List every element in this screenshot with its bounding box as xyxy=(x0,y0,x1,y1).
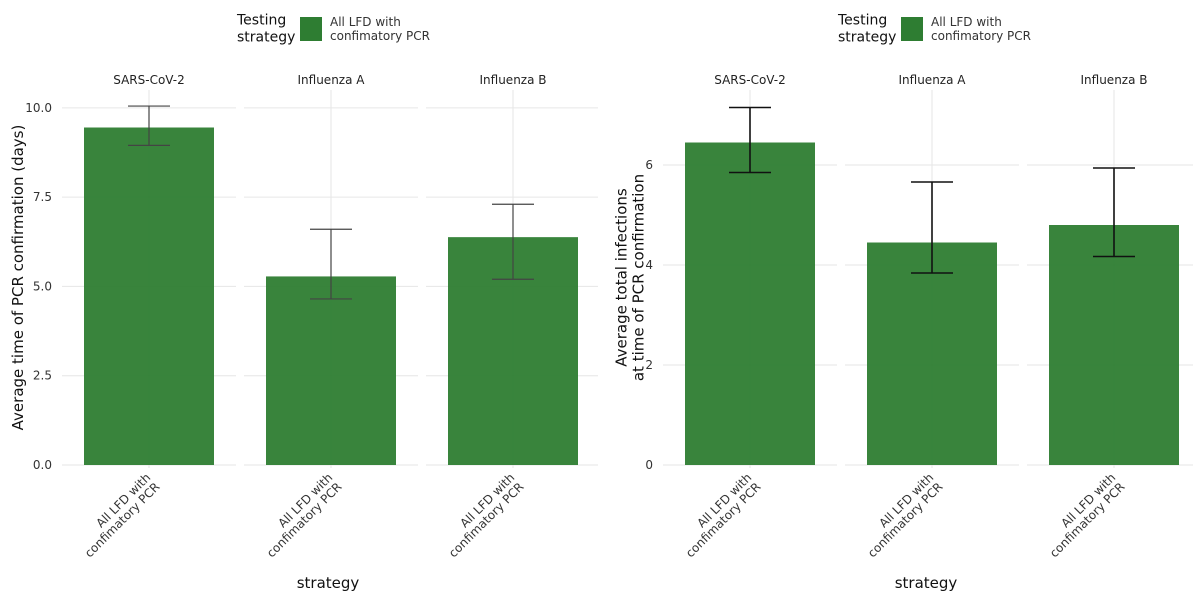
bar xyxy=(84,127,214,465)
facet-label: SARS-CoV-2 xyxy=(714,73,786,87)
bar xyxy=(1049,225,1179,465)
y-tick-label: 5.0 xyxy=(33,279,52,293)
y-tick-label: 2.5 xyxy=(33,368,52,382)
y-axis-title: Average time of PCR confirmation (days) xyxy=(9,125,27,431)
legend-label: All LFD with confimatory PCR xyxy=(931,15,1031,43)
legend-title: Testing strategy xyxy=(236,13,295,46)
x-tick-label: All LFD withconfimatory PCR xyxy=(72,470,162,560)
x-tick-label: All LFD withconfimatory PCR xyxy=(1037,470,1127,560)
x-tick-label: All LFD withconfimatory PCR xyxy=(855,470,945,560)
legend-swatch xyxy=(901,17,923,41)
error-bar xyxy=(1093,167,1135,258)
bar xyxy=(685,142,815,465)
x-tick-label: All LFD withconfimatory PCR xyxy=(673,470,763,560)
facet-label: Influenza A xyxy=(298,73,366,87)
facet-label: Influenza A xyxy=(899,73,967,87)
error-bar xyxy=(729,106,771,174)
facet-label: SARS-CoV-2 xyxy=(113,73,185,87)
facet-label: Influenza B xyxy=(1081,73,1148,87)
y-tick-label: 7.5 xyxy=(33,190,52,204)
y-tick-label: 2 xyxy=(645,358,653,372)
bar xyxy=(266,276,396,465)
x-tick-label: All LFD withconfimatory PCR xyxy=(436,470,526,560)
error-bar xyxy=(128,105,170,146)
x-axis-title: strategy xyxy=(297,574,360,592)
error-bar xyxy=(911,181,953,274)
legend-title: Testing strategy xyxy=(837,13,896,46)
facet-label: Influenza B xyxy=(480,73,547,87)
y-axis-title: Average total infectionsat time of PCR c… xyxy=(612,174,647,381)
y-tick-label: 0 xyxy=(645,458,653,472)
bar xyxy=(867,242,997,465)
y-tick-label: 0.0 xyxy=(33,458,52,472)
y-tick-label: 10.0 xyxy=(25,100,52,114)
y-tick-label: 4 xyxy=(645,258,653,272)
x-axis-title: strategy xyxy=(895,574,958,592)
legend-label: All LFD with confimatory PCR xyxy=(330,15,430,43)
error-bar xyxy=(492,203,534,280)
x-tick-label: All LFD withconfimatory PCR xyxy=(254,470,344,560)
legend-swatch xyxy=(300,17,322,41)
error-bar xyxy=(310,228,352,300)
y-tick-label: 6 xyxy=(645,158,653,172)
